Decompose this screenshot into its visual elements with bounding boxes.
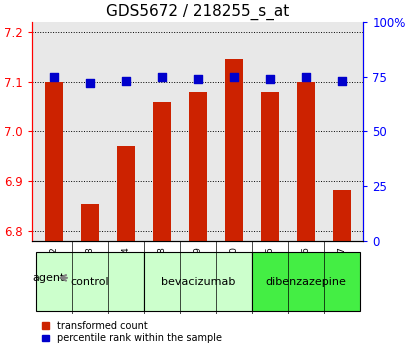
- Point: [122, 78, 128, 84]
- Bar: [332, 190, 350, 241]
- Text: control: control: [70, 276, 109, 286]
- Bar: [260, 92, 278, 241]
- Point: [230, 74, 236, 79]
- Bar: [81, 204, 98, 241]
- Bar: [188, 92, 206, 241]
- Point: [50, 74, 57, 79]
- Text: dibenzazepine: dibenzazepine: [265, 276, 345, 286]
- Bar: [152, 102, 170, 241]
- Bar: [116, 147, 134, 241]
- Point: [158, 74, 164, 79]
- Text: agent: agent: [33, 273, 65, 283]
- Point: [194, 76, 200, 82]
- Text: bevacizumab: bevacizumab: [160, 276, 234, 286]
- Bar: [45, 81, 63, 241]
- FancyBboxPatch shape: [251, 252, 359, 311]
- Point: [302, 74, 308, 79]
- Point: [86, 80, 93, 86]
- FancyBboxPatch shape: [143, 252, 251, 311]
- FancyBboxPatch shape: [36, 252, 143, 311]
- Bar: [296, 81, 314, 241]
- Legend: transformed count, percentile rank within the sample: transformed count, percentile rank withi…: [38, 317, 225, 347]
- Bar: [224, 59, 242, 241]
- Title: GDS5672 / 218255_s_at: GDS5672 / 218255_s_at: [106, 4, 289, 21]
- Point: [338, 78, 344, 84]
- Point: [266, 76, 272, 82]
